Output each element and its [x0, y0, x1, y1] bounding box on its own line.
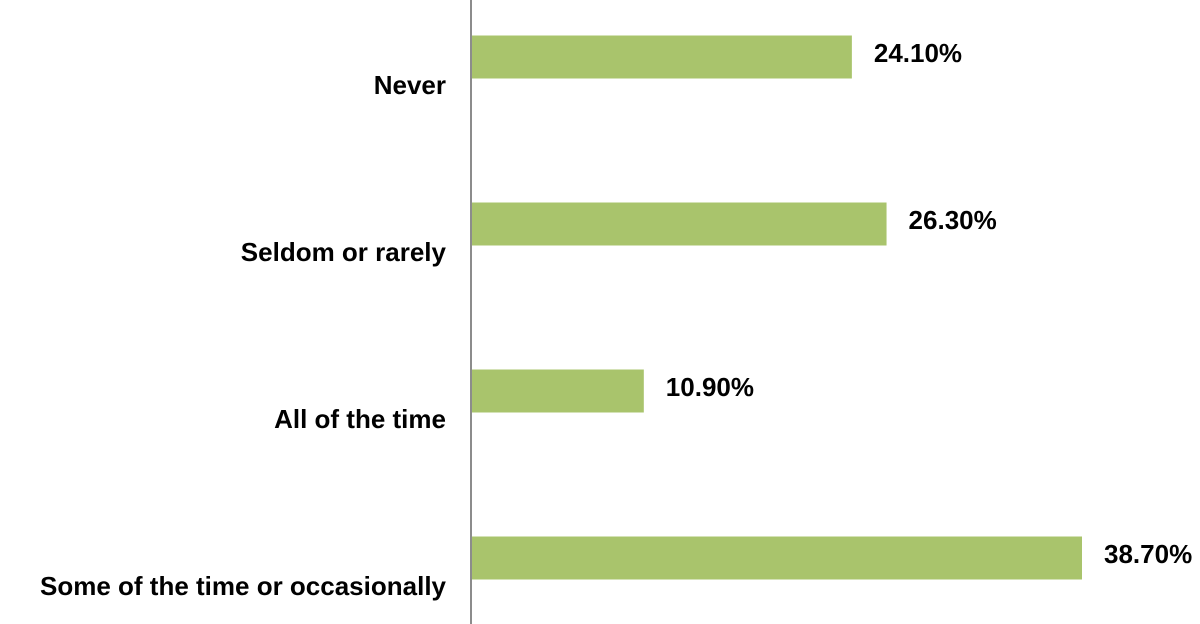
value-label: 24.10% [874, 38, 962, 68]
bar [472, 369, 644, 413]
category-label: Never [374, 70, 446, 100]
value-label: 26.30% [909, 205, 997, 235]
category-label: Some of the time or occasionally [40, 571, 447, 601]
value-label: 38.70% [1104, 539, 1192, 569]
value-label: 10.90% [666, 372, 754, 402]
category-label: Seldom or rarely [241, 237, 447, 267]
bar [472, 202, 887, 246]
bar [472, 35, 852, 79]
category-label: All of the time [274, 404, 446, 434]
bar [472, 536, 1082, 580]
